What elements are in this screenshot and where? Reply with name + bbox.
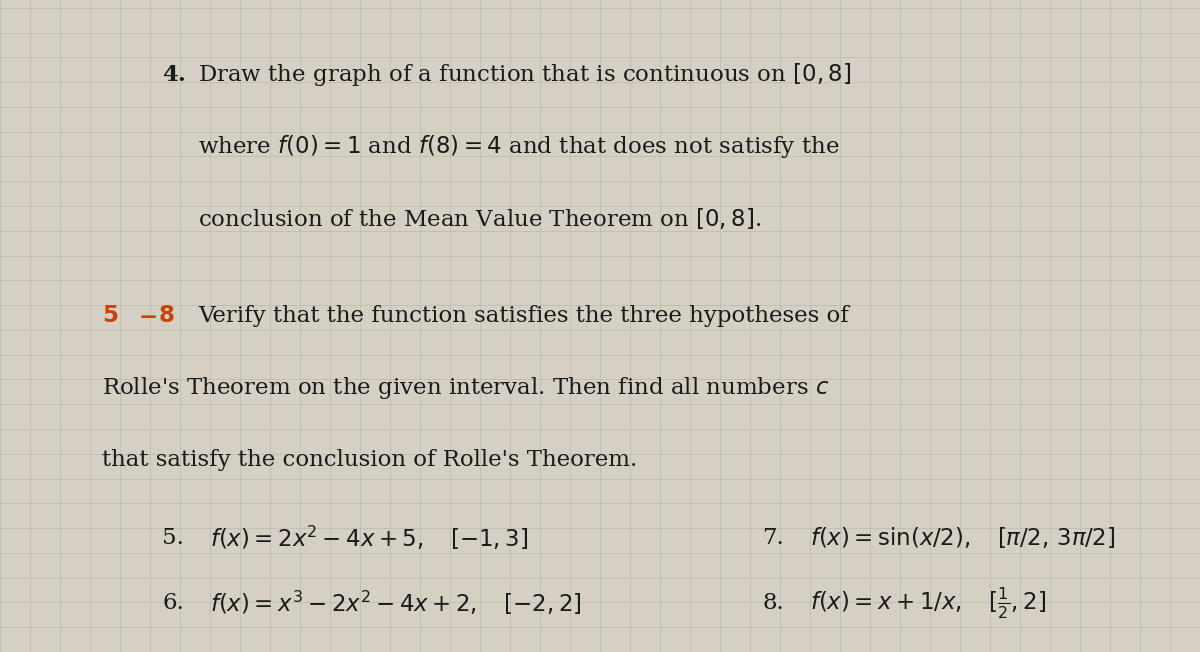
Text: Verify that the function satisfies the three hypotheses of: Verify that the function satisfies the t… [198, 305, 848, 327]
Text: where $f(0) = 1$ and $f(8) = 4$ and that does not satisfy the: where $f(0) = 1$ and $f(8) = 4$ and that… [198, 133, 840, 160]
Text: $f(x) = x + 1/x, \quad [\frac{1}{2}, 2]$: $f(x) = x + 1/x, \quad [\frac{1}{2}, 2]$ [810, 585, 1046, 621]
Text: $f(x) = 2x^2 - 4x + 5, \quad [-1, 3]$: $f(x) = 2x^2 - 4x + 5, \quad [-1, 3]$ [210, 524, 528, 552]
Text: $\mathbf{8}$: $\mathbf{8}$ [158, 305, 175, 327]
Text: $\mathbf{5}$: $\mathbf{5}$ [102, 305, 119, 327]
Text: 5.: 5. [162, 527, 184, 549]
Text: Draw the graph of a function that is continuous on $[0, 8]$: Draw the graph of a function that is con… [198, 61, 852, 89]
Text: $f(x) = x^3 - 2x^2 - 4x + 2, \quad [-2, 2]$: $f(x) = x^3 - 2x^2 - 4x + 2, \quad [-2, … [210, 589, 582, 617]
Text: 7.: 7. [762, 527, 784, 549]
Text: $\mathbf{-}$: $\mathbf{-}$ [138, 305, 157, 327]
Text: 6.: 6. [162, 592, 184, 614]
Text: Rolle's Theorem on the given interval. Then find all numbers $c$: Rolle's Theorem on the given interval. T… [102, 375, 829, 401]
Text: that satisfy the conclusion of Rolle's Theorem.: that satisfy the conclusion of Rolle's T… [102, 449, 637, 471]
Text: conclusion of the Mean Value Theorem on $[0, 8]$.: conclusion of the Mean Value Theorem on … [198, 206, 761, 231]
Text: 8.: 8. [762, 592, 784, 614]
Text: $f(x) = \sin(x/2), \quad [\pi/2,\, 3\pi/2]$: $f(x) = \sin(x/2), \quad [\pi/2,\, 3\pi/… [810, 526, 1115, 550]
Text: 4.: 4. [162, 64, 186, 86]
